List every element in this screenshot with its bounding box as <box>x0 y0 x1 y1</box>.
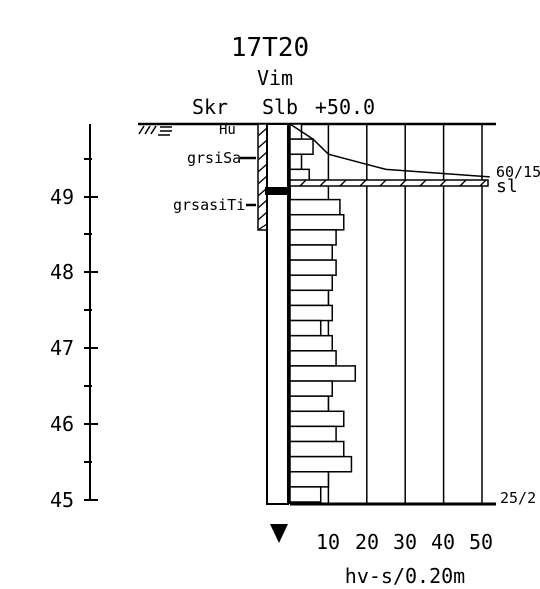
resistance-bar <box>289 395 330 413</box>
resistance-bar <box>289 274 333 292</box>
ground-surface-hatch <box>138 125 172 136</box>
diagram-title: 17T20 <box>231 33 309 63</box>
resistance-bar <box>289 259 337 276</box>
resistance-bar <box>289 304 333 322</box>
elevation-label-49: 49 <box>50 185 74 209</box>
elevation-label-45: 45 <box>50 488 74 512</box>
resistance-bar <box>289 350 337 367</box>
resistance-bar <box>289 486 322 503</box>
elevation-label-48: 48 <box>50 260 74 284</box>
top-resistance-bar <box>289 153 303 171</box>
resistance-bar <box>289 425 337 443</box>
top-resistance-bar <box>289 123 303 140</box>
resistance-bar <box>289 380 333 397</box>
elevation-label-47: 47 <box>50 336 74 360</box>
surface-level-label: +50.0 <box>315 95 375 119</box>
x-tick-30: 30 <box>393 530 417 554</box>
elevation-labels: 49 48 47 46 45 <box>50 185 74 512</box>
resistance-bar <box>289 365 357 382</box>
resistance-bar <box>289 334 333 352</box>
resistance-bar <box>289 410 345 428</box>
x-tick-10: 10 <box>316 530 340 554</box>
resistance-bar <box>289 244 333 261</box>
resistance-bar <box>289 471 330 488</box>
resistance-bar <box>289 455 353 473</box>
slb-header: Slb <box>262 95 298 119</box>
x-axis-ticks: 10 20 30 40 50 <box>316 530 493 554</box>
chart-area <box>289 123 496 506</box>
resistance-bar <box>289 289 330 307</box>
method-label: Vim <box>257 66 293 90</box>
resistance-bar <box>289 319 322 337</box>
resistance-bar <box>289 198 341 216</box>
x-tick-40: 40 <box>431 530 455 554</box>
top-resistance-bar <box>289 138 314 155</box>
layer-marker-sl: sl <box>496 176 518 197</box>
sample-column <box>257 123 268 231</box>
rod-column <box>265 123 291 505</box>
resistance-curve <box>289 123 490 178</box>
refusal-value-upper: 60/15 <box>496 163 540 181</box>
end-arrow <box>270 524 288 543</box>
resistance-bar <box>289 213 345 231</box>
soil-label-hu: Hu <box>219 122 236 138</box>
elevation-label-46: 46 <box>50 412 74 436</box>
refusal-value-lower: 25/2 <box>500 489 536 507</box>
top-resistance <box>289 123 490 186</box>
layer-boundary <box>289 179 489 187</box>
resistance-bar <box>289 440 345 458</box>
resistance-bar <box>289 229 337 246</box>
x-tick-50: 50 <box>469 530 493 554</box>
resistance-bars <box>289 198 357 503</box>
x-axis-label: hv-s/0.20m <box>345 564 465 588</box>
elevation-axis <box>84 124 98 501</box>
skr-header: Skr <box>192 95 228 119</box>
x-tick-20: 20 <box>355 530 379 554</box>
soil-label-grsisa: grsiSa <box>187 149 241 167</box>
soil-label-grsasiti: grsasiTi <box>173 196 245 214</box>
